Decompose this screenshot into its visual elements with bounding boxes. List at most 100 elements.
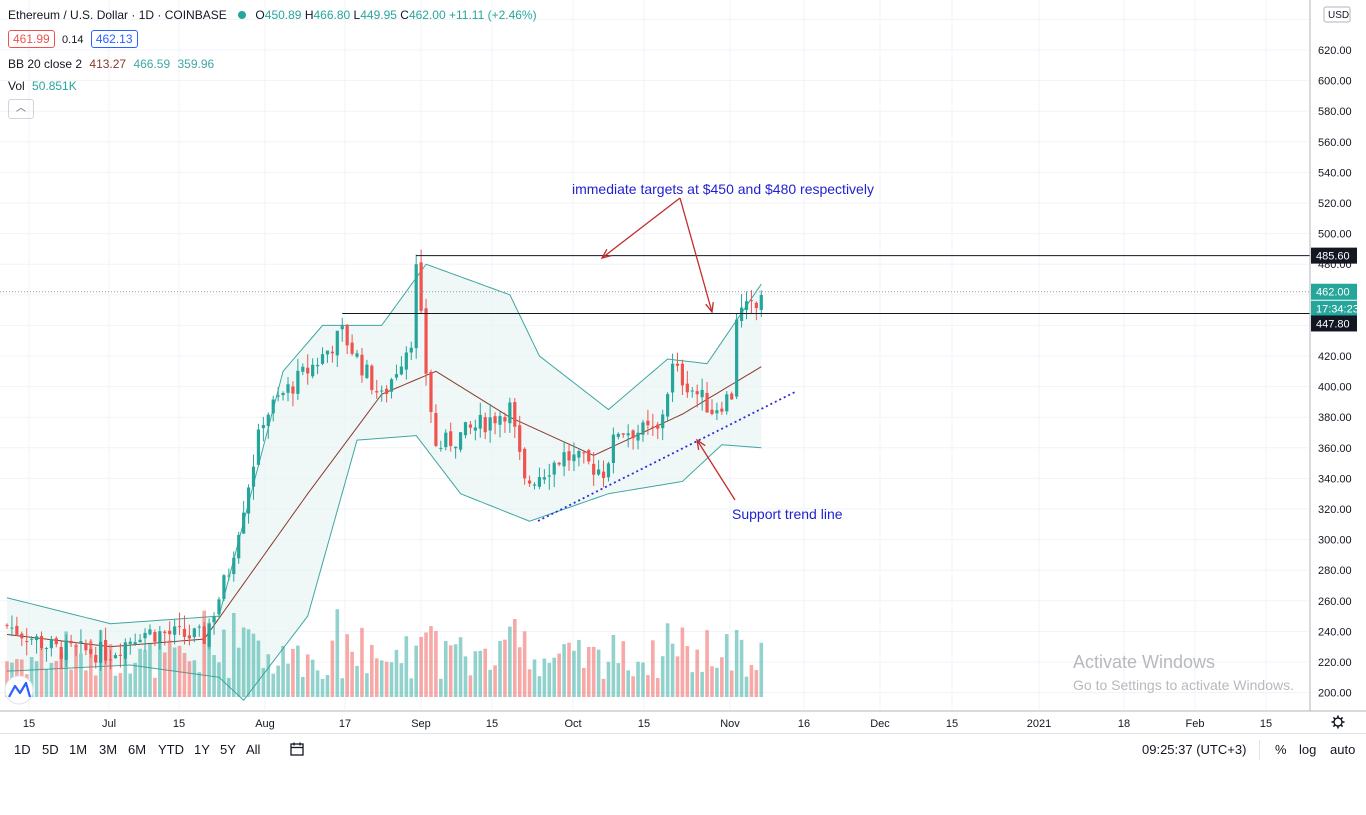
time-tick-label: Dec (870, 718, 890, 730)
candle-body (340, 325, 344, 330)
candle (754, 301, 758, 321)
candle-body (557, 462, 561, 465)
candle (651, 413, 655, 436)
bid-price[interactable]: 461.99 (8, 30, 55, 48)
candle-body (182, 628, 187, 637)
range-1y-button[interactable]: 1Y (194, 742, 210, 757)
time-tick-label: Oct (564, 718, 581, 730)
volume-bar (236, 647, 241, 697)
percent-toggle[interactable]: % (1275, 742, 1287, 757)
candle-body (69, 640, 73, 644)
range-5d-button[interactable]: 5D (42, 742, 59, 757)
range-6m-button[interactable]: 6M (128, 742, 147, 757)
candle (730, 391, 734, 400)
candle (592, 452, 596, 486)
bb-upper-line (6, 263, 762, 625)
candle (597, 460, 601, 476)
bb-legend[interactable]: BB 20 close 2 413.27 466.59 359.96 (8, 57, 214, 71)
volume-bar (301, 676, 305, 697)
candle-body (478, 414, 482, 429)
activation-watermark-title: Activate Windows (1073, 652, 1216, 672)
bb-basis-value: 413.27 (89, 57, 127, 71)
currency-badge-label: USD (1328, 10, 1349, 21)
range-ytd-button[interactable]: YTD (158, 742, 184, 757)
candle (562, 441, 566, 477)
ask-price[interactable]: 462.13 (90, 30, 138, 48)
volume-bar (360, 627, 364, 697)
candle (414, 254, 418, 359)
candle (666, 392, 670, 421)
candle (380, 385, 384, 402)
candle-body (759, 294, 763, 310)
volume-bar (522, 631, 527, 697)
support-price-tag: 447.80 (1311, 315, 1357, 332)
volume-bar (281, 645, 285, 697)
collapse-legend-button[interactable]: ︿ (8, 99, 34, 119)
change-value: +11.11 (+2.46%) (448, 8, 537, 22)
volume-bar (715, 667, 719, 697)
candle-body (582, 452, 586, 454)
volume-bar (414, 645, 418, 697)
candle-body (715, 410, 719, 414)
range-5y-button[interactable]: 5Y (220, 742, 236, 757)
volume-bar (29, 656, 34, 697)
time-tick-label: 17 (339, 718, 351, 730)
volume-bar (690, 672, 695, 697)
volume-bar (5, 661, 9, 697)
clock-time[interactable]: 09:25:37 (UTC+3) (1142, 742, 1247, 757)
volume-bar (384, 661, 389, 697)
candle (542, 469, 546, 485)
annotation-targets: immediate targets at $450 and $480 respe… (572, 181, 874, 197)
gear-icon[interactable] (1331, 715, 1345, 729)
candle-body (10, 627, 14, 629)
candle-body (601, 471, 606, 479)
candle (212, 612, 216, 635)
auto-toggle[interactable]: auto (1330, 742, 1356, 757)
candle (84, 639, 88, 656)
candle-body (690, 390, 694, 392)
candle (419, 249, 423, 314)
candle (572, 442, 576, 472)
vol-legend[interactable]: Vol 50.851K (8, 79, 77, 93)
time-axis: 15 Jul 15 Aug 17 Sep 15 Oct 15 Nov 16 Dec 15 2021 18 Fe… (0, 710, 1366, 730)
gear-icon-tooth (1332, 716, 1336, 720)
candle-body (44, 648, 49, 650)
range-3m-button[interactable]: 3M (99, 742, 118, 757)
tradingview-logo-icon[interactable] (4, 675, 34, 705)
price-tick-label: 320.00 (1318, 504, 1352, 516)
candle (286, 377, 290, 402)
range-1d-button[interactable]: 1D (14, 742, 31, 757)
log-toggle[interactable]: log (1299, 742, 1317, 757)
volume-bar (527, 669, 532, 697)
chart-canvas[interactable]: immediate targets at $450 and $480 respe… (0, 0, 1366, 734)
candle-body (434, 412, 438, 446)
candle (646, 409, 650, 435)
resistance-price-tag: 485.60 (1311, 247, 1357, 264)
resistance-price-tag-bg (1311, 247, 1357, 264)
volume-bar (562, 644, 566, 697)
range-1m-button[interactable]: 1M (69, 742, 88, 757)
currency-badge[interactable]: USD (1323, 6, 1351, 23)
candle-body (611, 434, 615, 463)
volume-bar (345, 634, 349, 697)
volume-bar (118, 673, 123, 697)
price-tick-label: 580.00 (1318, 106, 1352, 118)
candle (242, 500, 246, 534)
range-all-button[interactable]: All (246, 742, 261, 757)
open-label: O (255, 8, 265, 22)
volume-bar (448, 645, 453, 697)
symbol-title[interactable]: Ethereum / U.S. Dollar · 1D · COINBASE (8, 8, 227, 22)
volume-bar (158, 642, 162, 697)
candle (34, 633, 39, 654)
volume-bar (399, 663, 404, 697)
candle (365, 359, 369, 380)
volume-bar (315, 670, 320, 697)
candle-body (79, 641, 83, 644)
candle (611, 427, 615, 474)
volume-bar (675, 656, 680, 697)
time-tick-label: 15 (1260, 718, 1272, 730)
gridlines (0, 0, 1310, 710)
volume-bar (143, 650, 147, 697)
candle (227, 568, 231, 581)
calendar-icon[interactable] (289, 741, 305, 760)
